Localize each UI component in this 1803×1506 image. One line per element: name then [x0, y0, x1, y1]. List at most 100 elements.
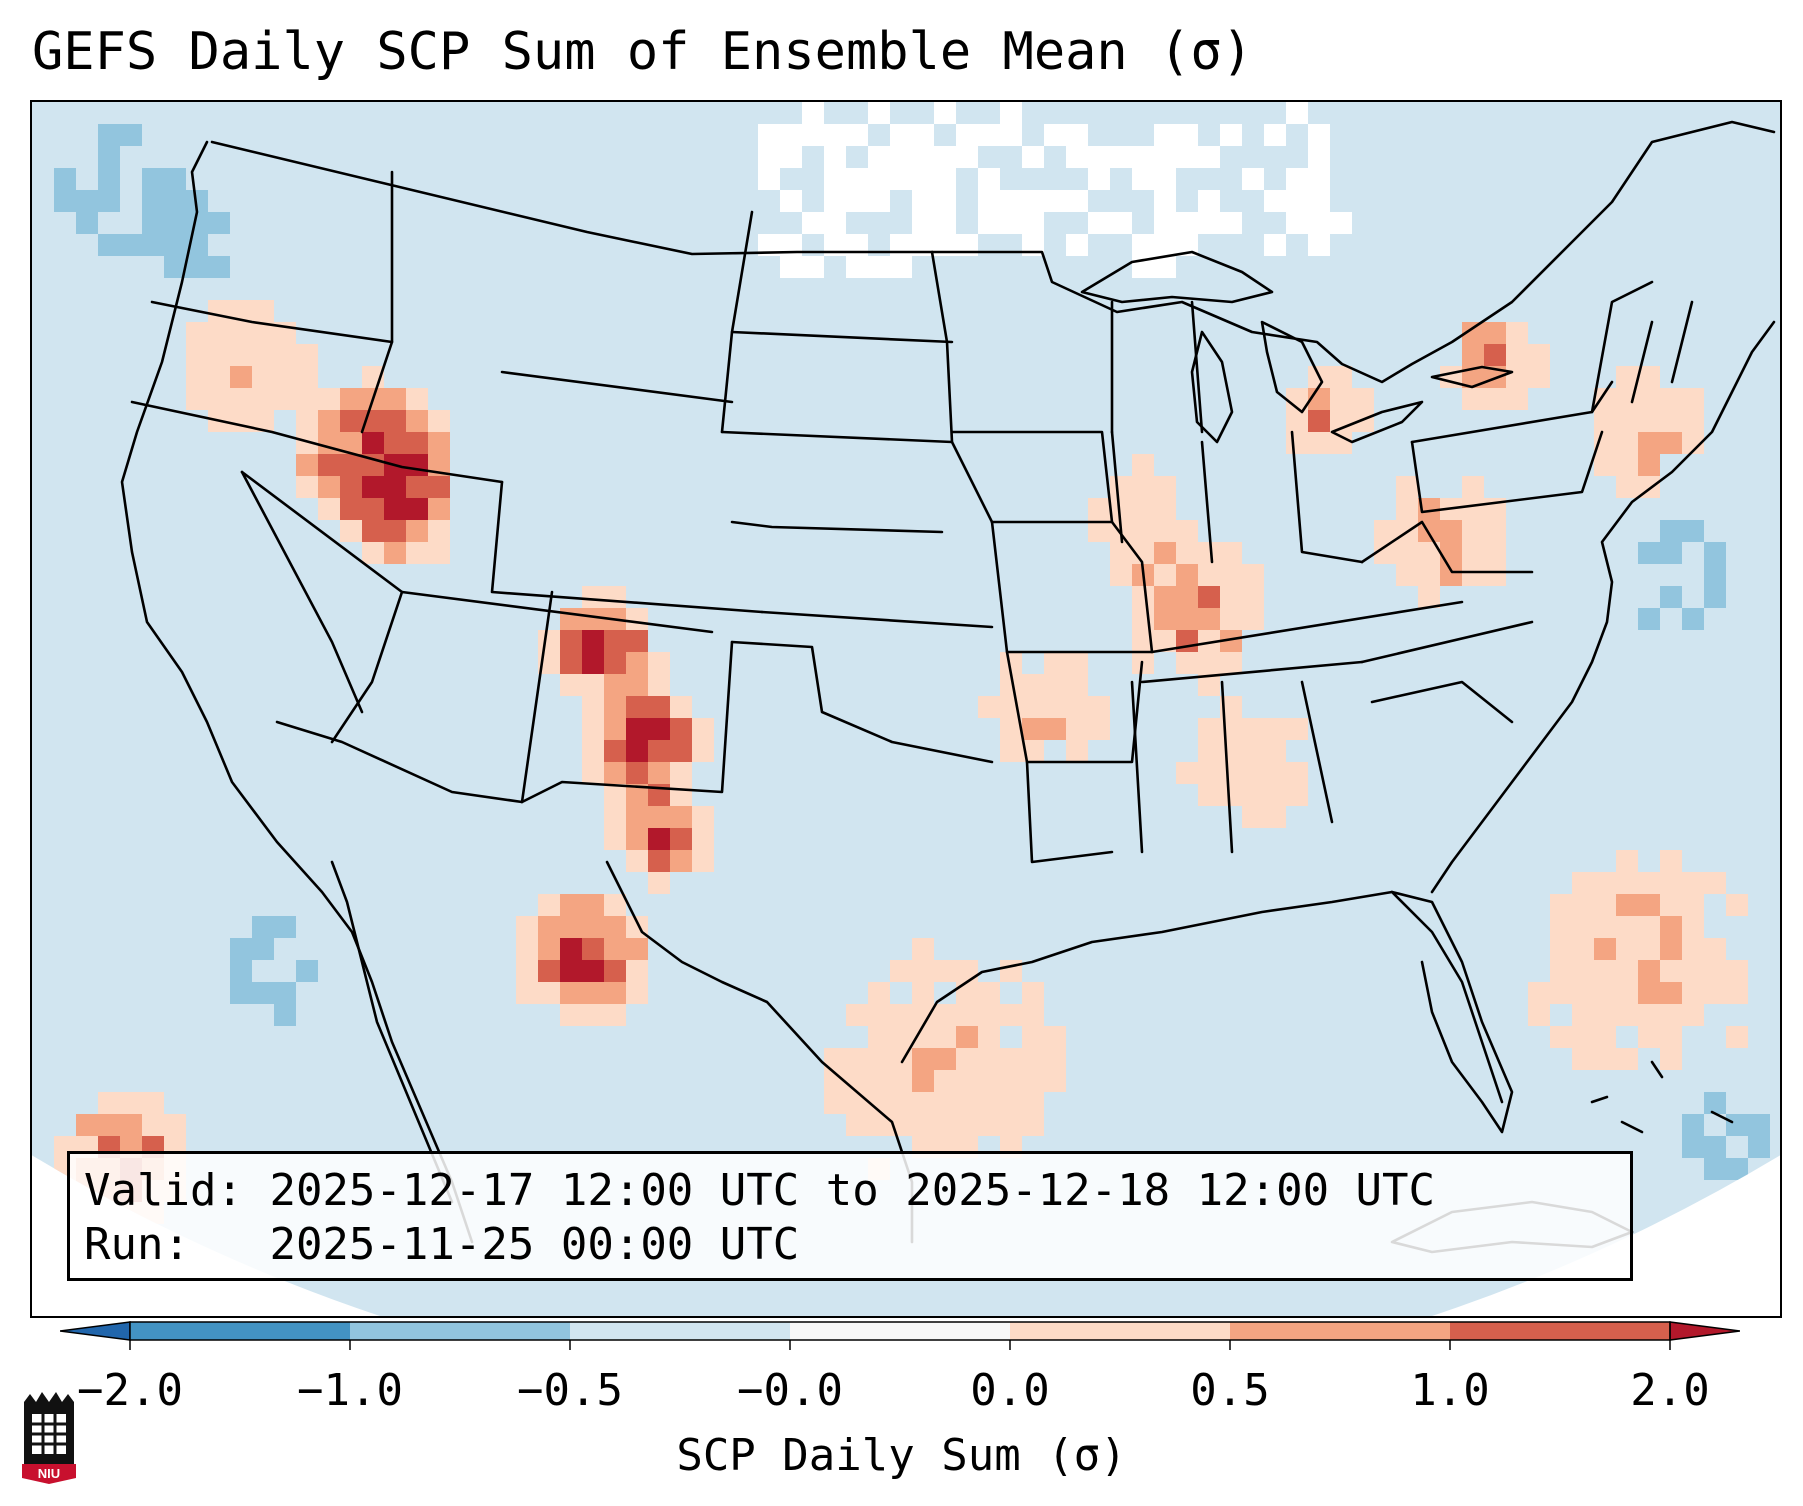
field-cell: [934, 234, 956, 256]
field-cell: [912, 1004, 934, 1026]
field-cell: [1374, 520, 1396, 542]
field-cell: [912, 212, 934, 234]
field-cell: [186, 212, 208, 234]
field-cell: [1616, 1004, 1638, 1026]
field-cell: [934, 102, 956, 124]
field-cell: [956, 1092, 978, 1114]
field-cell: [582, 916, 604, 938]
field-cell: [208, 388, 230, 410]
field-cell: [670, 696, 692, 718]
field-cell: [802, 256, 824, 278]
field-cell: [1330, 388, 1352, 410]
field-cell: [1616, 982, 1638, 1004]
field-cell: [1660, 938, 1682, 960]
field-cell: [934, 168, 956, 190]
field-cell: [1616, 850, 1638, 872]
field-cell: [846, 234, 868, 256]
field-cell: [384, 388, 406, 410]
field-cell: [824, 146, 846, 168]
field-cell: [340, 410, 362, 432]
field-cell: [1154, 608, 1176, 630]
field-cell: [296, 344, 318, 366]
pacific-coastline: [120, 140, 474, 1244]
field-cell: [1374, 542, 1396, 564]
field-cell: [120, 124, 142, 146]
field-cell: [560, 652, 582, 674]
field-cell: [626, 828, 648, 850]
field-cell: [582, 608, 604, 630]
field-cell: [1022, 674, 1044, 696]
field-cell: [604, 1004, 626, 1026]
field-cell: [692, 850, 714, 872]
field-cell: [1022, 190, 1044, 212]
field-cell: [1484, 388, 1506, 410]
field-cell: [956, 1004, 978, 1026]
field-cell: [186, 322, 208, 344]
field-cell: [76, 1114, 98, 1136]
field-cell: [252, 322, 274, 344]
field-cell: [934, 1114, 956, 1136]
state-line-co-ks-ne: [730, 520, 944, 534]
field-cell: [1616, 872, 1638, 894]
field-cell: [1022, 718, 1044, 740]
field-cell: [648, 740, 670, 762]
field-cell: [1198, 542, 1220, 564]
field-cell: [1748, 1136, 1770, 1158]
field-cell: [1242, 608, 1264, 630]
field-cell: [1198, 146, 1220, 168]
field-cell: [846, 1048, 868, 1070]
field-cell: [648, 762, 670, 784]
field-cell: [1572, 982, 1594, 1004]
field-cell: [98, 168, 120, 190]
field-cell: [802, 124, 824, 146]
field-cell: [384, 498, 406, 520]
field-cell: [428, 432, 450, 454]
field-cell: [1242, 806, 1264, 828]
field-cell: [1286, 410, 1308, 432]
field-cell: [560, 894, 582, 916]
field-cell: [1528, 982, 1550, 1004]
state-line-nm-tx: [520, 640, 734, 804]
field-cell: [1000, 718, 1022, 740]
field-cell: [142, 190, 164, 212]
field-cell: [164, 168, 186, 190]
field-cell: [1594, 388, 1616, 410]
field-cell: [1462, 322, 1484, 344]
field-cell: [76, 212, 98, 234]
field-cell: [890, 1004, 912, 1026]
field-cell: [516, 960, 538, 982]
field-cell: [912, 938, 934, 960]
field-cell: [802, 102, 824, 124]
field-cell: [1000, 1004, 1022, 1026]
field-cell: [1682, 982, 1704, 1004]
field-cell: [362, 476, 384, 498]
field-cell: [626, 960, 648, 982]
field-cell: [1682, 916, 1704, 938]
field-cell: [780, 256, 802, 278]
field-cell: [186, 366, 208, 388]
state-line-ok-tx: [730, 640, 994, 764]
field-cell: [1594, 982, 1616, 1004]
field-cell: [318, 454, 340, 476]
state-line-wy-co: [490, 480, 764, 614]
field-cell: [1264, 762, 1286, 784]
field-cell: [1066, 190, 1088, 212]
field-cell: [824, 124, 846, 146]
field-cell: [1572, 1004, 1594, 1026]
field-cell: [274, 344, 296, 366]
field-cell: [1704, 960, 1726, 982]
field-cell: [230, 344, 252, 366]
field-cell: [1066, 146, 1088, 168]
field-cell: [296, 432, 318, 454]
field-cell: [626, 806, 648, 828]
field-cell: [648, 872, 670, 894]
field-cell: [428, 410, 450, 432]
field-cell: [626, 784, 648, 806]
field-cell: [516, 916, 538, 938]
field-cell: [780, 124, 802, 146]
field-cell: [1220, 784, 1242, 806]
field-cell: [934, 212, 956, 234]
field-cell: [362, 520, 384, 542]
field-cell: [120, 234, 142, 256]
field-cell: [824, 190, 846, 212]
